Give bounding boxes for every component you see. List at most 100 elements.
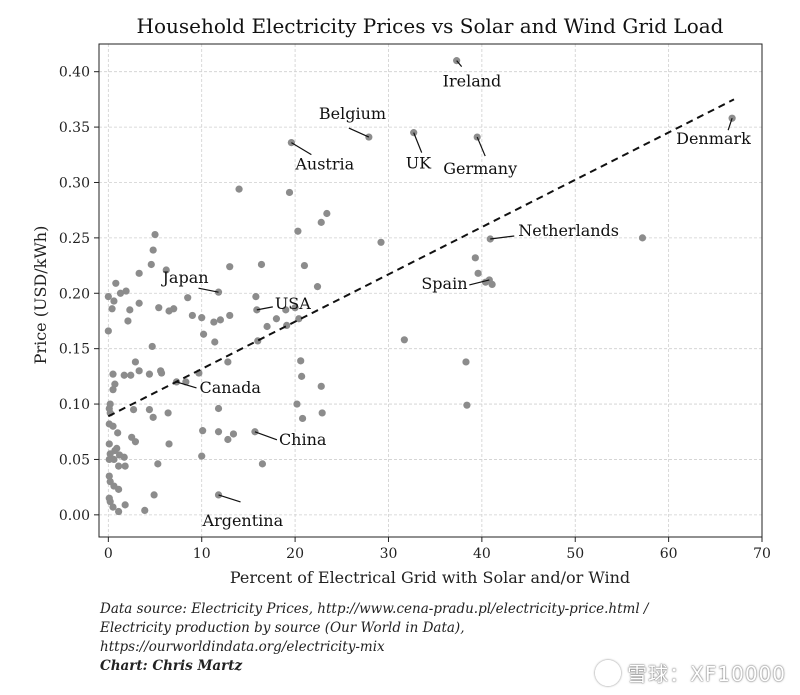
data-point [104,292,112,301]
annotation-leader [413,132,423,153]
x-tick-label: 50 [566,546,584,562]
data-point [224,358,232,366]
data-point [129,405,138,414]
data-point [121,501,129,509]
data-point [318,409,326,417]
y-tick-label: 0.20 [59,286,90,302]
data-point [120,371,128,379]
data-point [114,429,122,437]
data-point [115,507,123,516]
data-point [116,289,125,297]
trendline [107,98,735,418]
annotation-label: USA [275,294,311,313]
data-point [317,382,325,390]
data-point [164,409,172,417]
data-point [112,279,120,287]
annotation-leader [490,235,515,240]
annotation-leader [727,118,733,131]
data-point [148,342,156,351]
chart-footer: Data source: Electricity Prices, http://… [100,600,740,676]
annotation-leader [256,306,273,311]
data-point [104,327,112,335]
annotation-leader [176,381,197,389]
data-point [285,188,294,197]
data-point [110,297,118,305]
data-point [115,485,123,493]
data-point [113,444,121,452]
data-point [210,318,218,326]
data-point [214,428,223,436]
data-point [105,420,113,428]
x-tick-label: 20 [286,546,304,562]
y-tick-label: 0.35 [59,120,90,136]
annotation-label: Ireland [443,72,502,91]
annotation-label: Germany [443,159,517,178]
data-point [199,427,207,435]
data-point [313,283,322,291]
data-point [272,315,281,323]
data-point [224,435,232,444]
data-point [105,455,113,464]
data-point [298,414,307,423]
data-points [104,57,736,516]
data-point [462,358,470,366]
source-line-2: Electricity production by source (Our Wo… [100,620,465,636]
data-point [638,234,647,242]
annotation-label: Spain [421,274,467,293]
data-point [257,260,266,269]
y-tick-label: 0.05 [59,452,90,468]
data-point [147,260,155,269]
data-point [229,430,238,438]
data-point [282,306,290,314]
x-tick-label: 10 [193,546,211,562]
chart-title: Household Electricity Prices vs Solar an… [137,14,724,38]
data-point [108,305,116,313]
y-axis-label: Price (USD/kWh) [31,226,50,365]
data-point [214,404,223,413]
data-point [298,372,306,380]
data-point [162,266,170,274]
y-tick-label: 0.00 [59,508,90,524]
y-tick-label: 0.30 [59,175,90,191]
data-point [126,306,134,314]
x-tick-label: 30 [380,546,398,562]
x-tick-label: 40 [473,546,491,562]
data-point [106,497,114,506]
annotation-leader [456,60,463,68]
source-line-1: Data source: Electricity Prices, http://… [100,601,649,617]
annotation-label: Japan [161,268,209,287]
data-point [150,491,158,499]
data-point [263,322,271,331]
data-point [297,357,305,365]
data-point [199,330,208,338]
data-point [135,269,143,277]
annotation-label: Austria [294,155,354,174]
data-point [149,246,157,254]
data-point [235,185,243,193]
x-tick-label: 60 [660,546,678,562]
data-point [300,261,309,270]
data-point [105,472,113,480]
y-tick-label: 0.10 [59,397,90,413]
data-point [127,371,135,379]
data-point [252,292,260,301]
plot-frame [98,43,763,538]
data-point [109,503,117,511]
y-tick-label: 0.15 [59,342,90,358]
data-point [105,440,113,448]
annotation-leader [348,127,370,138]
data-point [131,358,140,366]
annotation-label: UK [406,154,432,173]
data-point [400,336,408,344]
data-point [135,299,143,307]
data-point [198,314,206,322]
data-point [106,450,114,458]
data-point [295,315,303,323]
annotation-leader [198,287,219,293]
data-point [135,367,143,375]
data-point [105,404,113,413]
y-tick-label: 0.40 [59,65,90,81]
annotation-leader [476,136,486,157]
data-point [157,369,166,377]
data-point [120,453,128,461]
